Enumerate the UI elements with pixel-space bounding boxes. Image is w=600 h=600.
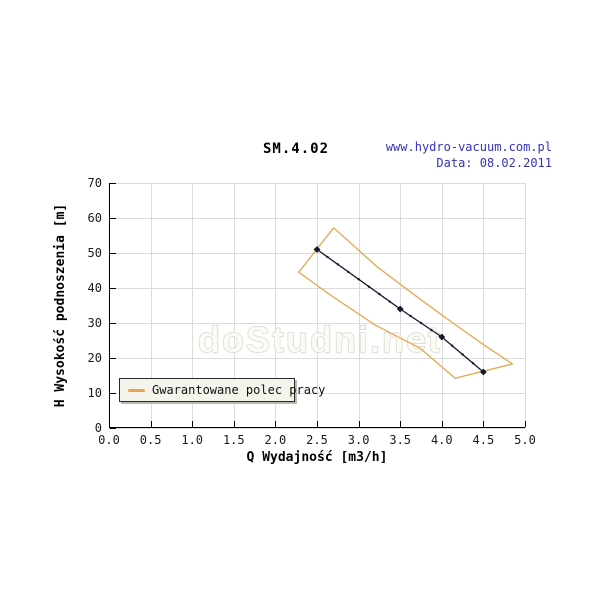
legend-box: Gwarantowane polec pracy — [119, 378, 325, 402]
chart-title: SM.4.02 — [262, 141, 330, 157]
x-axis-title: Q Wydajność [m3/h] — [247, 450, 388, 465]
guaranteed-field-outline — [298, 227, 514, 379]
curve-marker — [438, 333, 446, 341]
x-tick-labels: 0.0 0.5 1.0 1.5 2.0 2.5 3.0 3.5 4.0 4.5 5.0 — [98, 433, 536, 447]
y-tick-label: 70 — [88, 176, 102, 190]
y-tick-label: 40 — [88, 281, 102, 295]
y-axis-title: H Wysokość podnoszenia [m] — [53, 204, 68, 408]
y-tick-label: 50 — [88, 246, 102, 260]
x-tick-label: 2.0 — [265, 433, 287, 447]
x-tick-label: 3.0 — [348, 433, 370, 447]
curve-marker — [480, 368, 487, 376]
y-tick-label: 10 — [88, 386, 102, 400]
x-tick-label: 4.0 — [431, 433, 453, 447]
y-tick-labels: 0 10 20 30 40 50 60 70 — [88, 176, 102, 435]
x-tick-label: 0.5 — [140, 433, 162, 447]
legend-line-sample — [128, 388, 145, 392]
x-tick-label: 4.5 — [473, 433, 495, 447]
curve-marker — [313, 246, 321, 253]
x-tick-label: 3.5 — [389, 433, 411, 447]
watermark-layer: doStudni.net — [197, 318, 442, 360]
tick-marks — [109, 183, 526, 429]
axes — [109, 183, 525, 428]
y-tick-label: 0 — [95, 421, 102, 435]
legend-label: Gwarantowane polec pracy — [152, 383, 326, 397]
y-tick-label: 60 — [88, 211, 102, 225]
x-tick-label: 1.5 — [223, 433, 245, 447]
x-tick-label: 5.0 — [514, 433, 536, 447]
website-url: www.hydro-vacuum.com.pl — [385, 140, 552, 154]
date-label: Data: 08.02.2011 — [436, 156, 552, 170]
y-tick-label: 20 — [88, 351, 102, 365]
x-tick-label: 0.0 — [98, 433, 120, 447]
axis-titles: Q Wydajność [m3/h] H Wysokość podnoszenia… — [53, 204, 387, 465]
y-tick-label: 30 — [88, 316, 102, 330]
curve-marker — [396, 305, 404, 313]
watermark: doStudni.net — [198, 319, 442, 360]
x-tick-label: 2.5 — [306, 433, 328, 447]
pump-curve — [313, 246, 487, 376]
x-tick-label: 1.0 — [181, 433, 203, 447]
chart-header-right: www.hydro-vacuum.com.pl Data: 08.02.2011 — [386, 139, 552, 171]
